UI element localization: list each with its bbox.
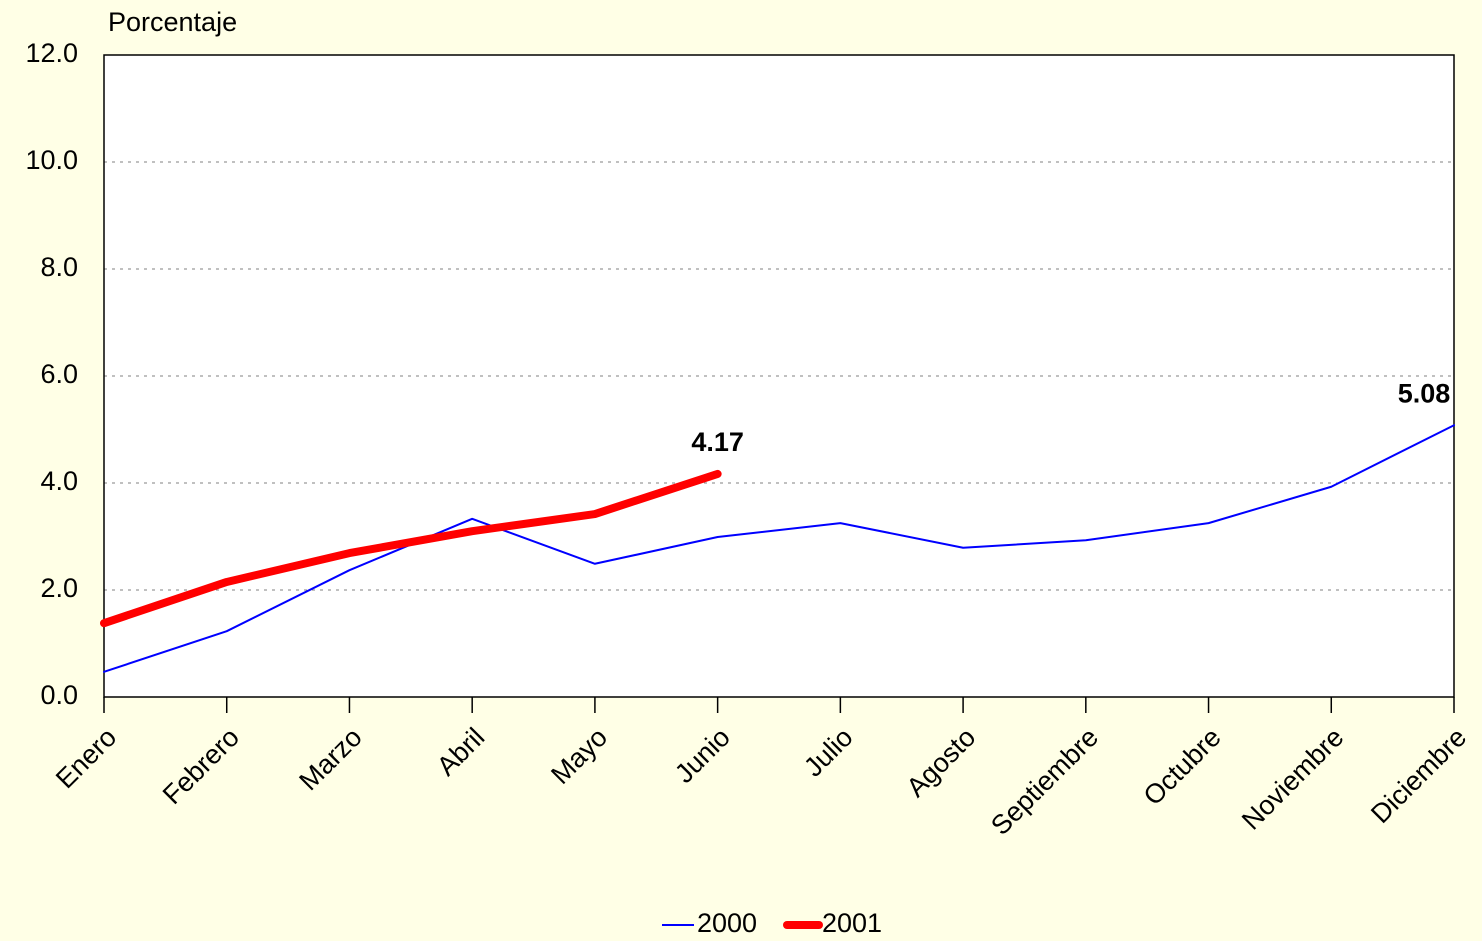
plot-border [103,54,1455,698]
y-tick-label: 4.0 [40,466,78,496]
y-tick-label: 6.0 [40,359,78,389]
y-tick-label: 8.0 [40,252,78,282]
y-tick-label: 2.0 [40,573,78,603]
legend-label: 2000 [697,908,757,938]
series-line [100,469,722,628]
data-label: 5.08 [1398,378,1451,408]
data-label: 4.17 [691,427,744,457]
series-line [103,424,1455,673]
y-tick-label: 0.0 [40,680,78,710]
y-tick-label: 12.0 [25,38,78,68]
y-axis-title: Porcentaje [108,7,237,37]
legend-label: 2001 [822,908,882,938]
y-tick-label: 10.0 [25,145,78,175]
